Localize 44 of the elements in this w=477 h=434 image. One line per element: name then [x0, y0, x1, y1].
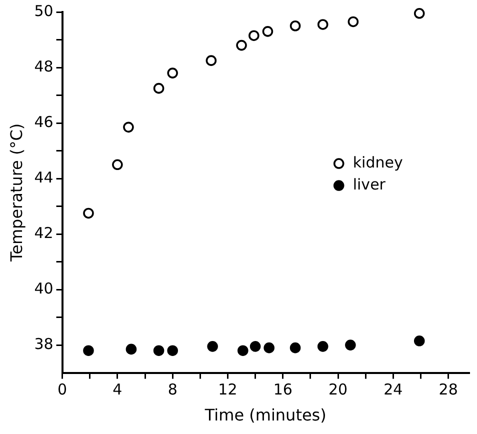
point — [236, 40, 247, 51]
y-tick-label: 44 — [34, 168, 54, 186]
x-tick-label: 28 — [438, 380, 458, 399]
point — [153, 82, 164, 94]
point — [83, 208, 94, 219]
y-axis-title: Temperature (°C) — [6, 123, 26, 262]
point — [348, 16, 359, 28]
y-tick-label: 48 — [34, 57, 54, 76]
point — [206, 55, 217, 66]
point — [126, 344, 137, 355]
point — [414, 8, 425, 19]
point — [237, 345, 248, 356]
point — [83, 345, 94, 356]
point — [317, 19, 328, 30]
legend-label: liver — [352, 175, 386, 194]
x-tick-label: 4 — [112, 380, 122, 399]
y-tick-label: 40 — [34, 279, 54, 298]
point — [112, 159, 123, 170]
point — [248, 30, 260, 41]
point — [264, 342, 274, 354]
point — [414, 335, 425, 346]
point — [167, 345, 178, 356]
y-tick-label: 50 — [34, 2, 54, 20]
point — [290, 20, 301, 32]
point — [317, 341, 328, 352]
point — [153, 345, 164, 356]
x-axis-title: Time (minutes) — [204, 406, 326, 425]
point — [345, 340, 356, 350]
x-tick-label: 24 — [384, 380, 403, 399]
point — [262, 26, 274, 37]
point — [167, 68, 178, 78]
x-tick-label: 20 — [328, 380, 348, 399]
point — [250, 341, 261, 352]
y-tick-label: 46 — [34, 112, 54, 131]
legend-label: kidney — [352, 153, 403, 172]
point — [290, 342, 301, 354]
x-tick-label: 16 — [273, 380, 292, 399]
y-tick-label: 38 — [34, 334, 54, 353]
point — [207, 341, 218, 352]
point — [123, 122, 134, 133]
x-tick-label: 0 — [58, 380, 68, 399]
x-tick-label: 12 — [218, 380, 238, 399]
x-tick-label: 8 — [168, 380, 178, 399]
y-tick-label: 42 — [34, 224, 54, 242]
